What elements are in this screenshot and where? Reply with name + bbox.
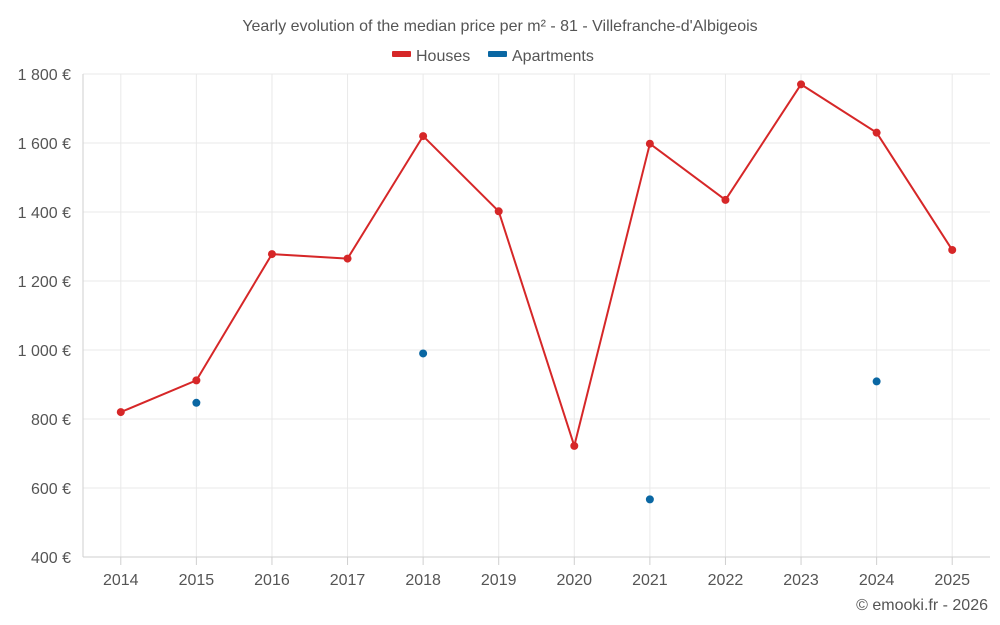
data-point-houses[interactable] <box>419 132 428 141</box>
legend-label: Houses <box>416 48 470 65</box>
x-tick-label: 2014 <box>103 572 139 589</box>
y-tick-label: 400 € <box>31 550 71 567</box>
x-tick-label: 2022 <box>708 572 744 589</box>
y-tick-label: 1 600 € <box>18 136 71 153</box>
legend-swatch <box>488 51 507 57</box>
data-point-houses[interactable] <box>267 250 276 259</box>
y-tick-label: 1 000 € <box>18 343 71 360</box>
legend-label: Apartments <box>512 48 594 65</box>
x-tick-label: 2019 <box>481 572 517 589</box>
data-point-houses[interactable] <box>570 441 579 450</box>
x-tick-label: 2023 <box>783 572 819 589</box>
x-tick-label: 2015 <box>179 572 215 589</box>
data-point-houses[interactable] <box>116 408 125 417</box>
data-point-apartments[interactable] <box>192 398 201 407</box>
data-point-apartments[interactable] <box>645 495 654 504</box>
legend-swatch <box>392 51 411 57</box>
x-tick-label: 2025 <box>934 572 970 589</box>
x-tick-label: 2024 <box>859 572 895 589</box>
y-tick-label: 1 400 € <box>18 205 71 222</box>
series-houses <box>116 80 957 450</box>
y-tick-label: 1 800 € <box>18 67 71 84</box>
x-tick-label: 2021 <box>632 572 668 589</box>
axes: 400 € 600 € 800 € 1 000 € 1 200 € 1 400 € 1 60… <box>18 67 990 589</box>
x-tick-label: 2016 <box>254 572 290 589</box>
data-point-houses[interactable] <box>645 139 654 148</box>
y-tick-label: 1 200 € <box>18 274 71 291</box>
y-tick-label: 800 € <box>31 412 71 429</box>
x-tick-label: 2017 <box>330 572 366 589</box>
data-point-apartments[interactable] <box>872 377 881 386</box>
data-point-apartments[interactable] <box>419 349 428 358</box>
grid <box>83 73 990 557</box>
data-point-houses[interactable] <box>797 80 806 89</box>
y-tick-label: 600 € <box>31 481 71 498</box>
credit-text: © emooki.fr - 2026 <box>856 597 988 614</box>
series-apartments <box>192 349 881 504</box>
chart-title: Yearly evolution of the median price per… <box>242 18 757 35</box>
legend: Houses Apartments <box>392 48 594 65</box>
series-line-houses <box>120 83 954 447</box>
data-point-houses[interactable] <box>948 245 957 254</box>
data-point-houses[interactable] <box>494 207 503 216</box>
legend-item-houses[interactable]: Houses <box>392 48 470 65</box>
x-tick-label: 2018 <box>405 572 441 589</box>
legend-item-apartments[interactable]: Apartments <box>488 48 594 65</box>
x-tick-label: 2020 <box>556 572 592 589</box>
series <box>116 80 957 504</box>
data-point-houses[interactable] <box>721 195 730 204</box>
data-point-houses[interactable] <box>872 128 881 137</box>
data-point-houses[interactable] <box>192 376 201 385</box>
data-point-houses[interactable] <box>343 254 352 263</box>
